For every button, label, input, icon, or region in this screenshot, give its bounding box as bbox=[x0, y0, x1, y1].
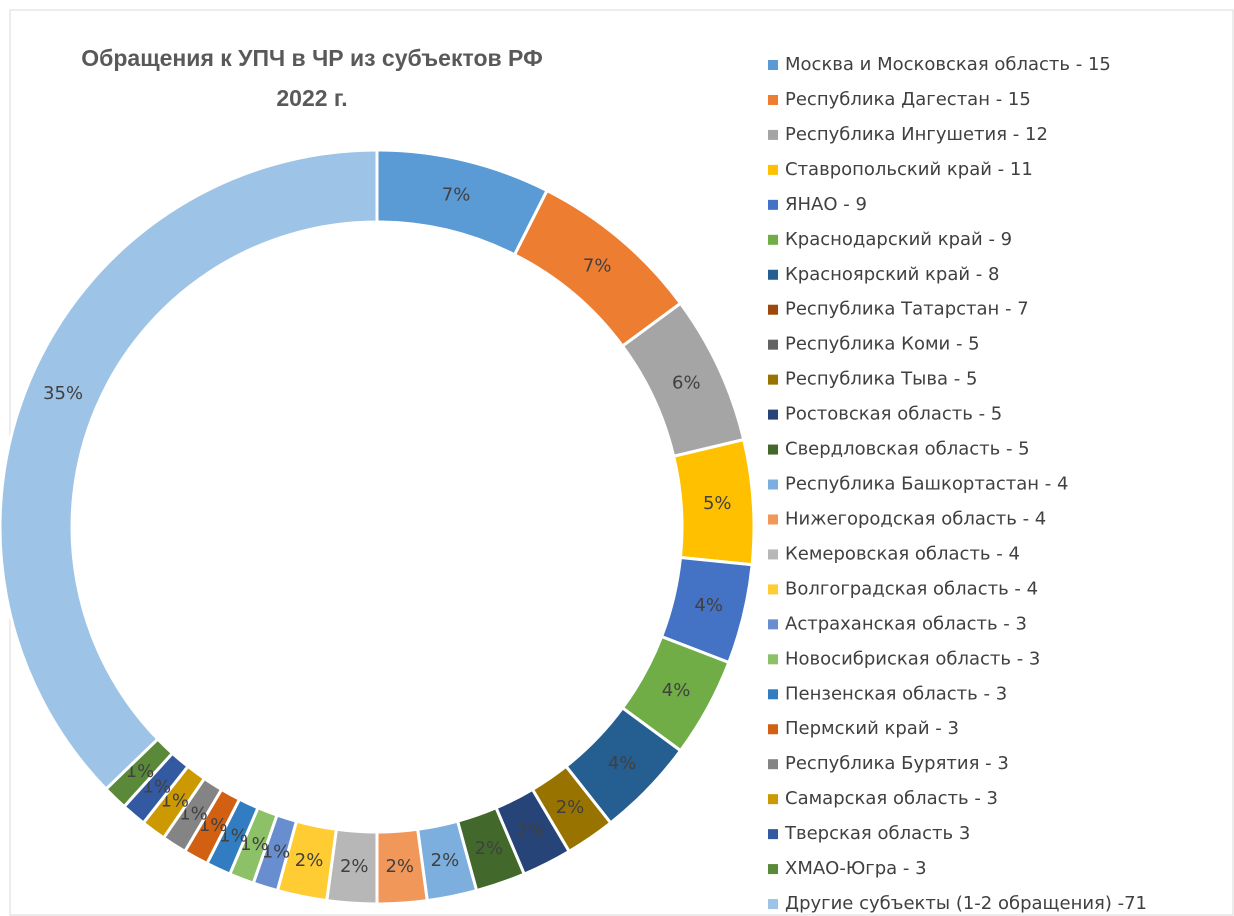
legend-swatch bbox=[768, 549, 778, 560]
legend-swatch bbox=[768, 654, 778, 665]
data-label: 1% bbox=[219, 825, 248, 846]
data-label: 1% bbox=[160, 791, 189, 812]
data-label: 1% bbox=[199, 815, 228, 836]
legend-label: Тверская область 3 bbox=[784, 823, 970, 844]
donut-slice bbox=[0, 148, 379, 792]
data-label: 2% bbox=[431, 850, 460, 871]
data-label: 1% bbox=[262, 842, 291, 863]
data-label: 2% bbox=[340, 856, 369, 877]
legend-label: Республика Тыва - 5 bbox=[785, 369, 977, 390]
legend-label: Республика Дагестан - 15 bbox=[785, 89, 1031, 110]
chart-subtitle: 2022 г. bbox=[276, 85, 347, 111]
data-label: 6% bbox=[672, 372, 701, 393]
legend-swatch bbox=[768, 514, 778, 525]
legend-swatch bbox=[768, 94, 778, 105]
data-label: 2% bbox=[517, 820, 546, 841]
legend-swatch bbox=[768, 164, 778, 175]
legend-label: Республика Башкортастан - 4 bbox=[785, 474, 1068, 495]
legend-swatch bbox=[768, 724, 778, 735]
legend-swatch bbox=[768, 899, 778, 910]
data-label: 1% bbox=[126, 761, 155, 782]
data-label: 4% bbox=[694, 595, 723, 616]
legend-label: Ставропольский край - 11 bbox=[785, 159, 1033, 180]
legend-label: Республика Коми - 5 bbox=[785, 334, 980, 355]
data-label: 2% bbox=[295, 850, 324, 871]
data-label: 5% bbox=[703, 493, 732, 514]
legend-label: Новосибриская область - 3 bbox=[785, 648, 1040, 669]
legend-label: Пензенская область - 3 bbox=[785, 683, 1007, 704]
legend-swatch bbox=[768, 689, 778, 700]
legend-swatch bbox=[768, 619, 778, 630]
legend-label: Астраханская область - 3 bbox=[785, 613, 1027, 634]
legend-swatch bbox=[768, 129, 778, 140]
legend-swatch bbox=[768, 479, 778, 490]
legend-label: Свердловская область - 5 bbox=[785, 439, 1030, 460]
data-label: 4% bbox=[608, 753, 637, 774]
chart-title: Обращения к УПЧ в ЧР из субъектов РФ bbox=[81, 45, 542, 71]
legend-label: Республика Бурятия - 3 bbox=[785, 753, 1009, 774]
legend-label: Республика Татарстан - 7 bbox=[785, 299, 1029, 320]
data-label: 7% bbox=[442, 184, 471, 205]
legend-label: Нижегородская область - 4 bbox=[785, 508, 1046, 529]
legend-label: Красноярский край - 8 bbox=[785, 264, 999, 285]
legend-swatch bbox=[768, 374, 778, 385]
legend-label: Другие субъекты (1-2 обращения) -71 bbox=[785, 893, 1147, 914]
data-label: 7% bbox=[583, 256, 612, 277]
data-label: 1% bbox=[143, 776, 172, 797]
data-label: 35% bbox=[43, 383, 83, 404]
legend-label: Самарская область - 3 bbox=[785, 788, 998, 809]
legend-swatch bbox=[768, 304, 778, 315]
legend-label: Ростовская область - 5 bbox=[785, 404, 1002, 425]
data-label: 4% bbox=[662, 680, 691, 701]
legend-swatch bbox=[768, 794, 778, 805]
legend-label: ЯНАО - 9 bbox=[785, 194, 867, 215]
legend-swatch bbox=[768, 339, 778, 350]
legend-swatch bbox=[768, 60, 778, 70]
legend-swatch bbox=[768, 584, 778, 595]
legend-swatch bbox=[768, 444, 778, 455]
legend-swatch bbox=[768, 759, 778, 770]
legend-swatch bbox=[768, 199, 778, 210]
legend-label: ХМАО-Югра - 3 bbox=[785, 858, 927, 879]
data-label: 1% bbox=[240, 834, 269, 855]
legend-swatch bbox=[768, 829, 778, 840]
legend-label: Москва и Московская область - 15 bbox=[785, 54, 1111, 75]
legend-swatch bbox=[768, 864, 778, 875]
legend-label: Краснодарский край - 9 bbox=[785, 229, 1012, 250]
legend-label: Пермский край - 3 bbox=[785, 718, 959, 739]
legend-swatch bbox=[768, 269, 778, 280]
data-label: 2% bbox=[556, 797, 585, 818]
data-label: 1% bbox=[179, 803, 208, 824]
legend-label: Волгоградская область - 4 bbox=[785, 578, 1038, 599]
legend-swatch bbox=[768, 409, 778, 420]
data-label: 2% bbox=[475, 838, 504, 859]
legend-label: Республика Ингушетия - 12 bbox=[785, 124, 1048, 145]
data-label: 2% bbox=[385, 856, 414, 877]
legend-swatch bbox=[768, 234, 778, 245]
legend-label: Кемеровская область - 4 bbox=[785, 543, 1020, 564]
